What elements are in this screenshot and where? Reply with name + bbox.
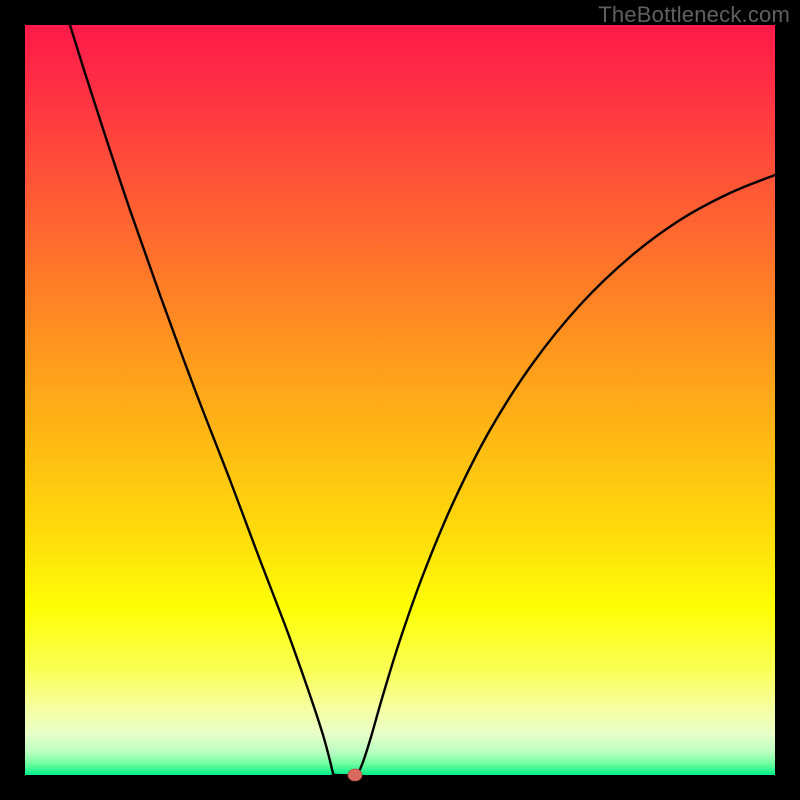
- chart-svg: [0, 0, 800, 800]
- optimum-marker: [348, 769, 362, 781]
- watermark-text: TheBottleneck.com: [598, 2, 790, 28]
- chart-container: TheBottleneck.com: [0, 0, 800, 800]
- plot-background: [25, 25, 775, 775]
